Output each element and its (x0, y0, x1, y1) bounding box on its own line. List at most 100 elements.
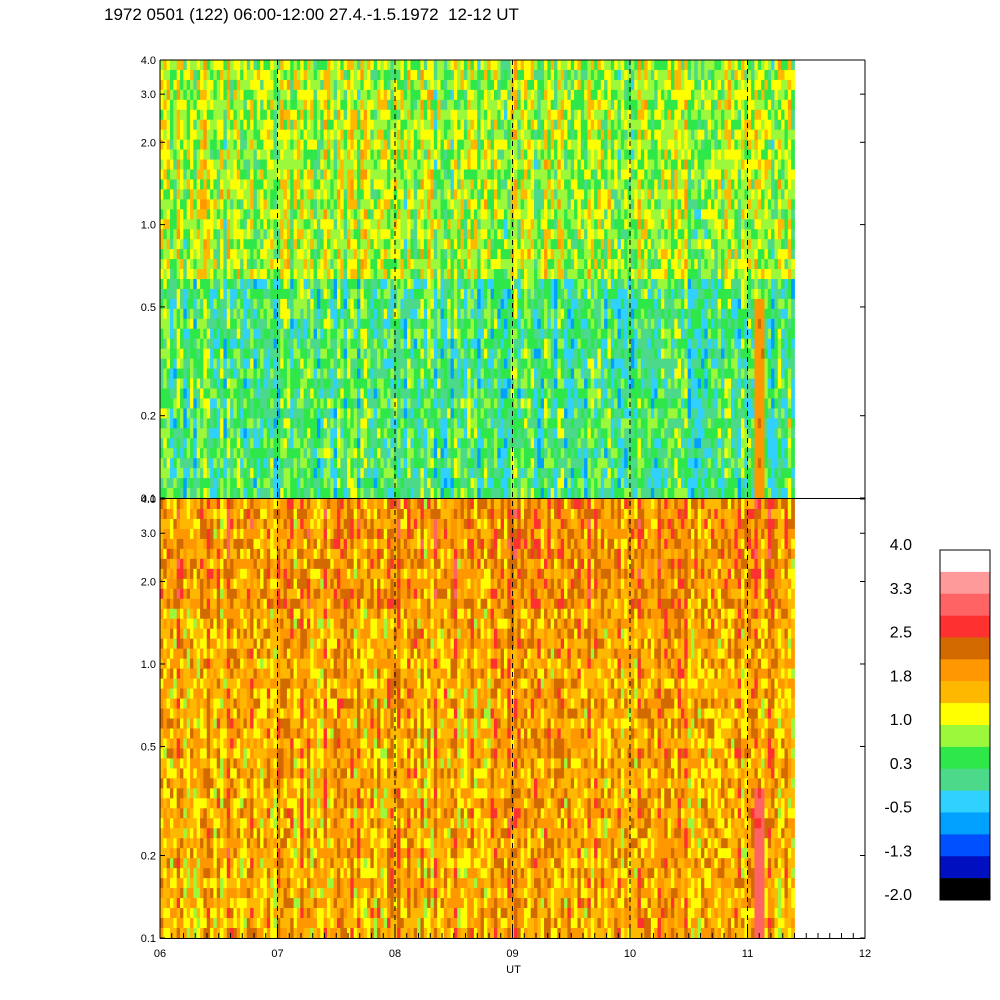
heatmap-cell (493, 478, 498, 489)
heatmap-cell (206, 298, 211, 310)
heatmap-cell (210, 298, 214, 310)
heatmap-cell (367, 139, 371, 150)
heatmap-cell (410, 69, 415, 81)
heatmap-cell (220, 468, 224, 479)
heatmap-cell (457, 468, 461, 479)
heatmap-cell (316, 169, 321, 180)
heatmap-cell (347, 468, 351, 479)
heatmap-cell (206, 199, 211, 210)
heatmap-cell (326, 318, 331, 330)
heatmap-cell (166, 269, 171, 280)
heatmap-cell (403, 468, 408, 479)
heatmap-cell (326, 109, 331, 121)
heatmap-cell (377, 478, 381, 489)
heatmap-cell (190, 239, 194, 250)
heatmap-cell (246, 448, 251, 459)
heatmap-cell (303, 398, 308, 409)
heatmap-cell (500, 279, 505, 290)
heatmap-cell (253, 219, 258, 230)
heatmap-cell (250, 418, 254, 429)
heatmap-cell (256, 159, 261, 170)
heatmap-cell (316, 129, 321, 141)
heatmap-cell (196, 189, 201, 200)
heatmap-cell (183, 288, 188, 300)
heatmap-cell (316, 69, 321, 81)
heatmap-cell (530, 159, 535, 170)
heatmap-cell (273, 129, 278, 141)
heatmap-cell (190, 428, 194, 439)
heatmap-cell (323, 408, 328, 419)
heatmap-cell (220, 229, 224, 240)
heatmap-cell (263, 288, 268, 300)
heatmap-cell (443, 60, 448, 71)
heatmap-cell (487, 189, 492, 200)
heatmap-cell (393, 149, 398, 160)
heatmap-cell (210, 288, 214, 300)
heatmap-cell (400, 229, 405, 240)
heatmap-cell (513, 159, 518, 170)
heatmap-cell (383, 338, 388, 350)
heatmap-cell (480, 79, 485, 91)
heatmap-cell (413, 448, 418, 459)
heatmap-cell (170, 239, 174, 250)
heatmap-cell (330, 368, 335, 379)
heatmap-cell (457, 219, 461, 230)
heatmap-cell (340, 428, 345, 439)
heatmap-cell (283, 60, 288, 71)
heatmap-cell (186, 139, 191, 150)
heatmap-cell (290, 279, 294, 290)
heatmap-cell (520, 199, 525, 210)
heatmap-cell (350, 418, 355, 429)
heatmap-cell (336, 79, 341, 91)
heatmap-cell (463, 338, 468, 350)
heatmap-cell (524, 448, 528, 459)
heatmap-cell (183, 60, 188, 71)
heatmap-cell (233, 468, 238, 479)
heatmap-cell (423, 308, 428, 320)
heatmap-cell (336, 368, 341, 379)
heatmap-cell (380, 398, 385, 409)
heatmap-cell (303, 60, 308, 71)
heatmap-cell (180, 89, 184, 101)
heatmap-cell (487, 229, 492, 240)
heatmap-cell (230, 448, 234, 459)
heatmap-cell (333, 69, 338, 81)
heatmap-cell (493, 119, 498, 131)
heatmap-cell (453, 269, 458, 280)
heatmap-cell (417, 358, 421, 369)
heatmap-cell (303, 169, 308, 180)
heatmap-cell (470, 199, 475, 210)
heatmap-cell (296, 418, 301, 429)
heatmap-cell (176, 378, 181, 389)
heatmap-cell (487, 139, 492, 150)
heatmap-cell (443, 249, 448, 260)
heatmap-cell (276, 388, 281, 399)
heatmap-cell (220, 189, 224, 200)
heatmap-cell (537, 239, 542, 250)
heatmap-cell (470, 189, 475, 200)
heatmap-cell (216, 279, 221, 290)
heatmap-cell (407, 468, 411, 479)
heatmap-cell (477, 169, 481, 180)
heatmap-cell (430, 269, 435, 280)
heatmap-cell (323, 119, 328, 131)
heatmap-cell (270, 348, 274, 360)
heatmap-cell (300, 468, 304, 479)
heatmap-cell (427, 388, 431, 399)
heatmap-cell (403, 99, 408, 111)
heatmap-cell (166, 109, 171, 121)
heatmap-cell (240, 368, 244, 379)
heatmap-cell (193, 229, 198, 240)
heatmap-cell (390, 249, 395, 260)
heatmap-cell (216, 149, 221, 160)
heatmap-cell (443, 448, 448, 459)
heatmap-cell (263, 328, 268, 340)
heatmap-cell (477, 298, 481, 310)
heatmap-cell (534, 478, 538, 489)
heatmap-cell (343, 249, 348, 260)
heatmap-cell (176, 328, 181, 340)
heatmap-cell (534, 458, 538, 469)
heatmap-cell (417, 328, 421, 340)
heatmap-cell (180, 368, 184, 379)
heatmap-cell (340, 398, 345, 409)
